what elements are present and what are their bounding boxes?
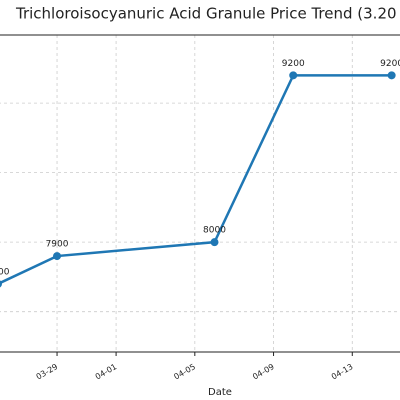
chart-title: Trichloroisocyanuric Acid Granule Price … [15, 5, 400, 23]
x-tick-label: 04-09 [251, 362, 276, 381]
data-label: 9200 [282, 59, 305, 69]
data-point [289, 71, 298, 80]
data-label: 7900 [46, 240, 69, 250]
x-axis-label: Date [208, 387, 232, 398]
data-label: 9200 [380, 59, 400, 69]
plot-frame [0, 34, 400, 353]
data-label: 7700 [0, 267, 10, 277]
x-tick-label: 04-13 [330, 362, 355, 381]
data-point [387, 71, 396, 80]
x-tick-label: 04-05 [172, 362, 197, 381]
data-point [53, 252, 62, 261]
data-label: 8000 [203, 226, 226, 236]
data-point [210, 238, 219, 247]
x-tick-label: 04-01 [94, 362, 119, 381]
x-tick-label: 03-29 [35, 362, 60, 381]
data-point [0, 280, 2, 288]
